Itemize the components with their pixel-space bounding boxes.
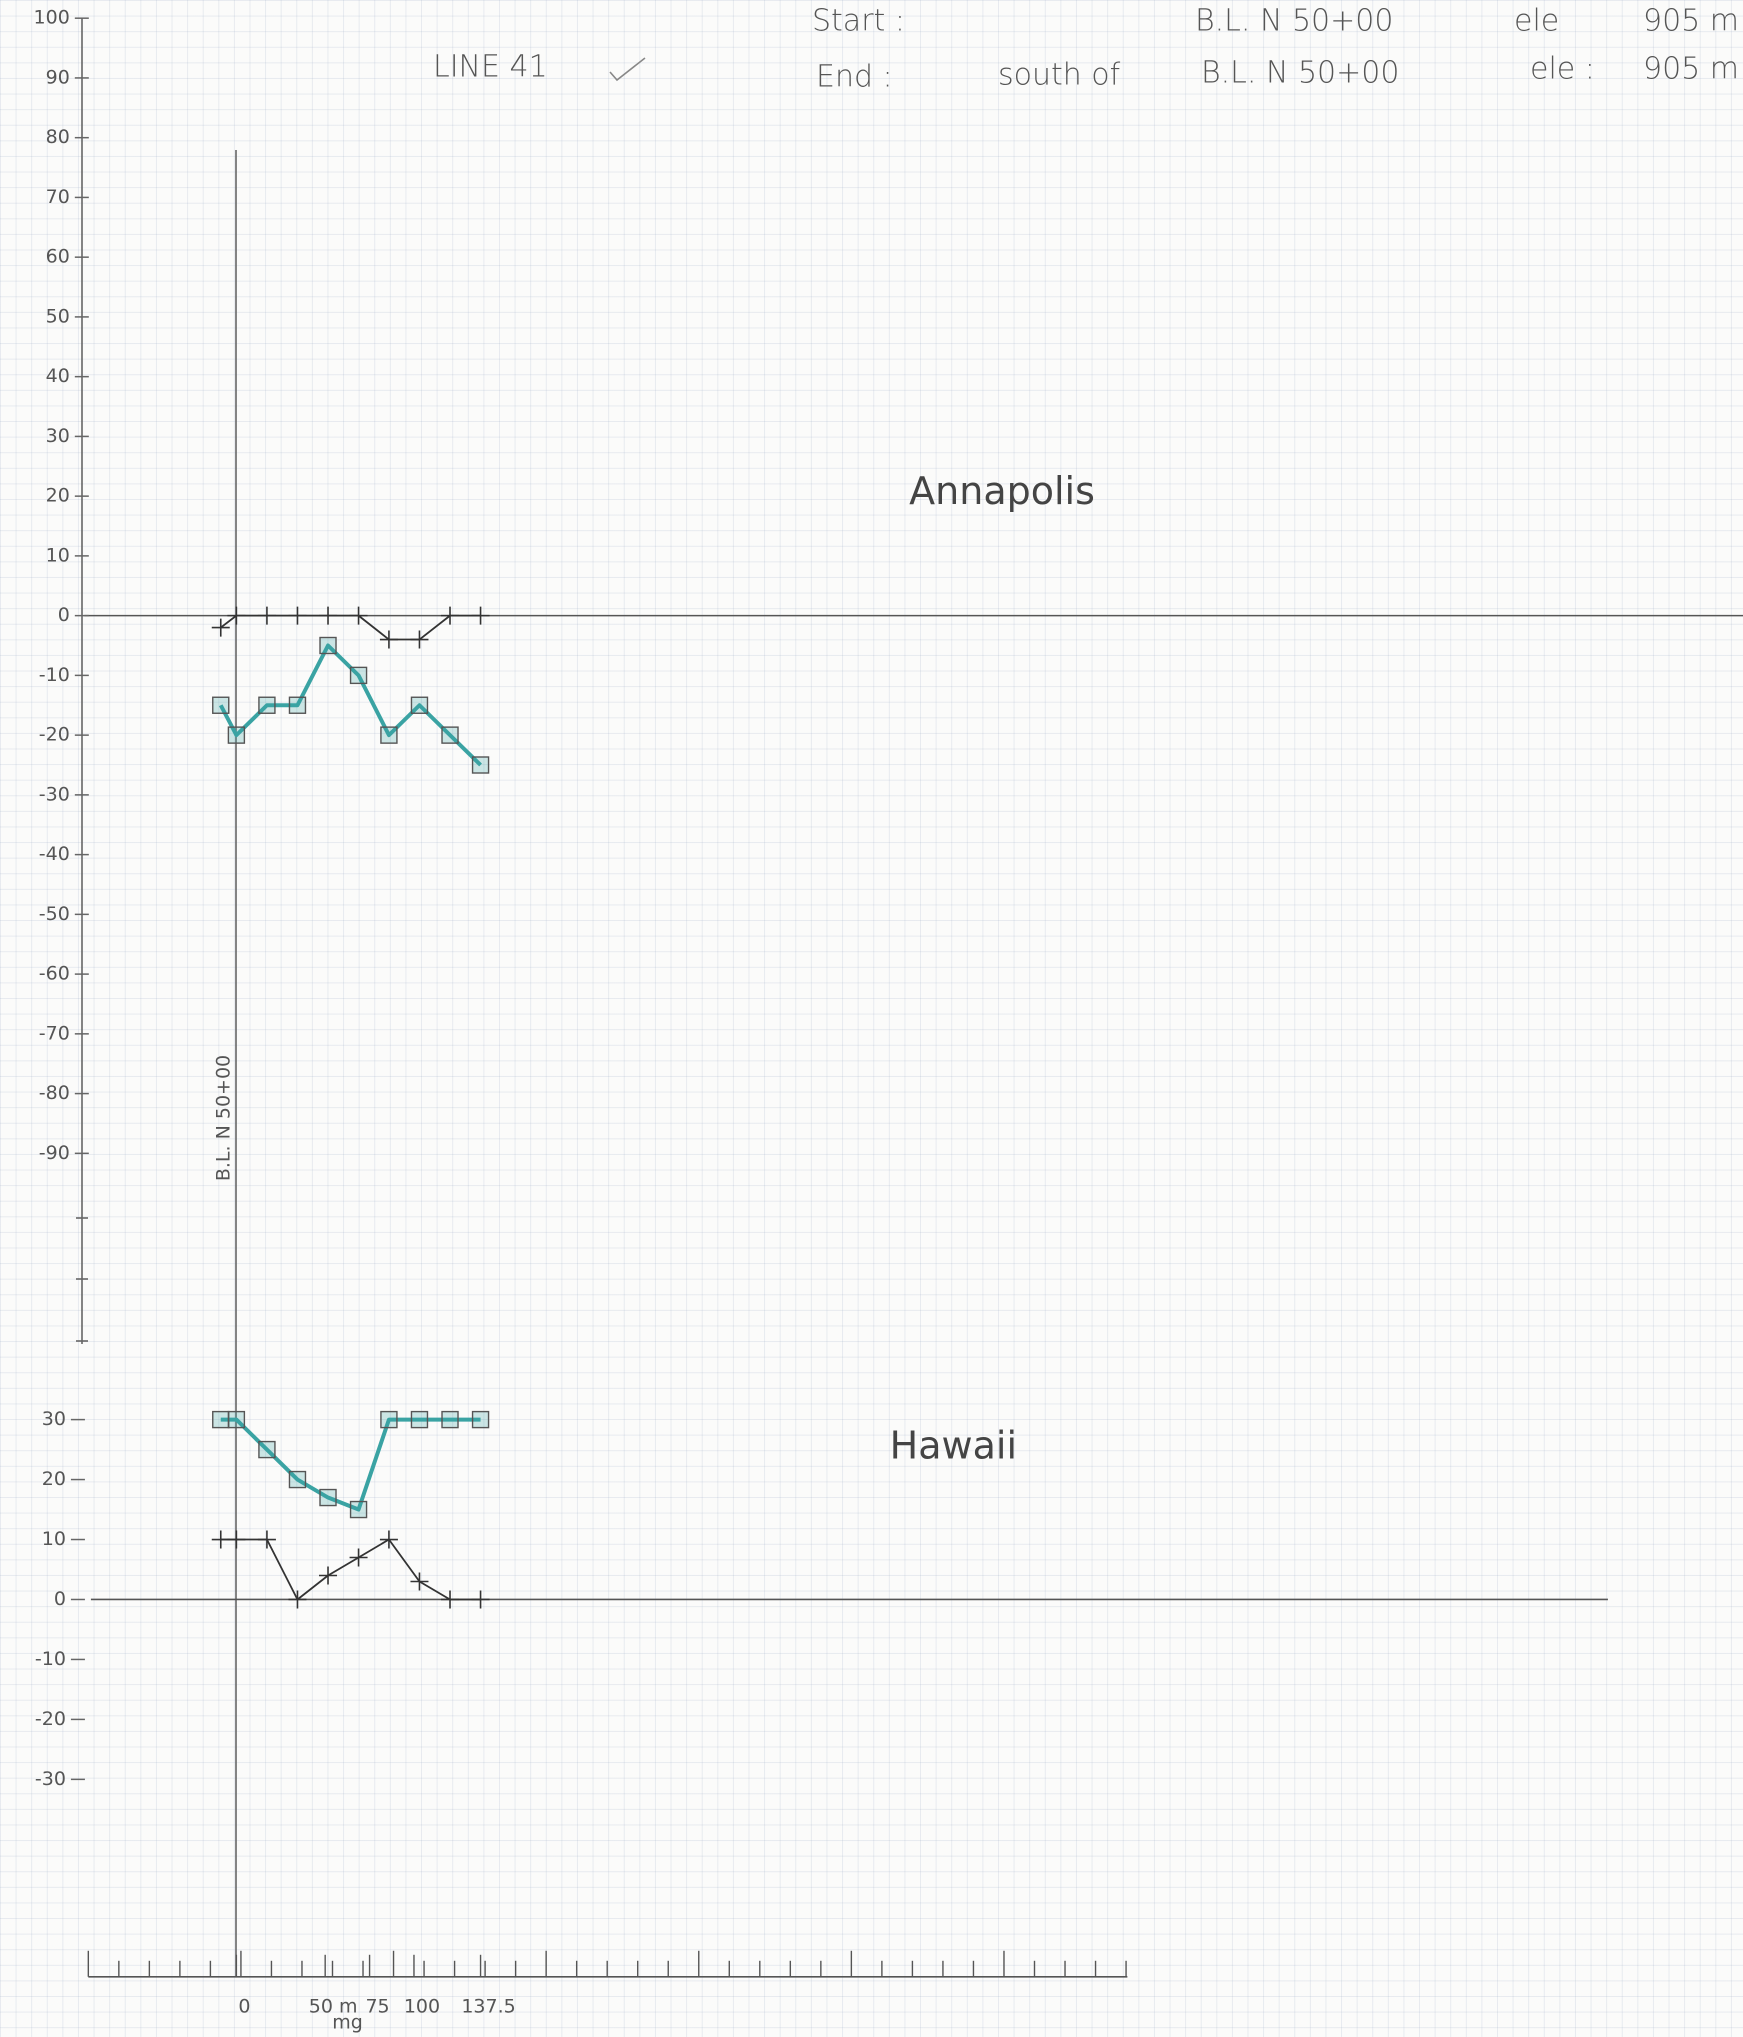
y-tick-label: 30 [46, 425, 70, 447]
marker [380, 726, 398, 744]
marker [410, 1572, 429, 1591]
marker [319, 1488, 337, 1507]
y-tick-label: -80 [39, 1082, 70, 1104]
series-line [220, 1538, 481, 1601]
marker [349, 666, 368, 685]
marker [380, 1410, 398, 1429]
start-ele-label: ele [1514, 4, 1559, 39]
panel-title: Annapolis [909, 469, 1095, 513]
decor [76, 18, 646, 1977]
marker [471, 756, 490, 774]
marker [441, 606, 460, 625]
marker [319, 1566, 338, 1585]
marker [410, 1410, 429, 1429]
end-location: B.L. N 50+00 [1201, 56, 1399, 91]
marker [288, 696, 307, 714]
start-ele: 905 m [1643, 4, 1739, 39]
marker [257, 606, 276, 625]
y-tick-label: -30 [35, 1768, 66, 1790]
marker [319, 636, 337, 655]
series-line [220, 1417, 481, 1512]
marker [258, 696, 276, 714]
marker [471, 606, 490, 625]
y-tick-label: 40 [46, 365, 70, 387]
y-tick-label: -20 [39, 724, 70, 746]
y-tick-label: -70 [39, 1022, 70, 1044]
start-location: B.L. N 50+00 [1195, 4, 1393, 39]
marker [227, 1410, 246, 1429]
x-tick-label: 137.5 [461, 1995, 515, 2017]
end-ele: 905 m [1643, 52, 1739, 87]
line-title: LINE 41 [433, 50, 548, 85]
y-tick-label: 60 [46, 246, 70, 268]
marker [212, 1410, 230, 1429]
y-tick-label: -60 [39, 963, 70, 985]
y-tick-label: 100 [34, 7, 70, 29]
panel-title: Hawaii [890, 1424, 1017, 1468]
baseline-label: B.L. N 50+00 [213, 1055, 235, 1181]
x-axis-label: mg [332, 2011, 363, 2033]
end-direction: south of [998, 58, 1121, 93]
x-tick-label: 100 [404, 1995, 440, 2017]
y-tick-label: 10 [42, 1528, 66, 1550]
marker [410, 630, 429, 649]
y-tick-label: -30 [39, 783, 70, 805]
marker [441, 1410, 459, 1429]
y-tick-label: -10 [35, 1648, 66, 1670]
marker [379, 630, 398, 649]
y-tick-label: -90 [39, 1142, 70, 1164]
check-mark [609, 57, 646, 82]
y-tick-label: -10 [39, 664, 70, 686]
marker [410, 696, 429, 714]
x-tick-label: 50 m [309, 1995, 358, 2017]
y-tick-label: 80 [46, 126, 70, 148]
y-tick-label: -50 [39, 903, 70, 925]
marker [227, 726, 246, 744]
marker [211, 1530, 230, 1549]
y-tick-label: 0 [58, 604, 70, 626]
y-tick-label: 20 [46, 485, 70, 507]
marker [212, 696, 230, 714]
y-tick-label: 90 [46, 66, 70, 88]
marker [349, 1500, 368, 1519]
y-tick-label: -20 [35, 1708, 66, 1730]
x-tick-label: 75 [365, 1995, 389, 2017]
marker [349, 1548, 368, 1567]
start-label: Start : [812, 4, 905, 39]
marker [288, 606, 307, 625]
y-tick-label: -40 [39, 843, 70, 865]
y-tick-label: 0 [54, 1588, 66, 1610]
marker [471, 1410, 490, 1429]
y-tick-label: 20 [42, 1468, 66, 1490]
marker [441, 1590, 460, 1609]
y-tick-label: 10 [46, 544, 70, 566]
end-label: End : [816, 60, 893, 95]
marker [379, 1530, 398, 1549]
marker [319, 606, 338, 625]
y-tick-label: 50 [46, 305, 70, 327]
series-line [218, 643, 482, 767]
end-ele-label: ele : [1530, 52, 1595, 87]
marker [288, 1470, 307, 1489]
marker [227, 1530, 246, 1549]
marker [211, 618, 230, 637]
x-tick-label: 0 [238, 1995, 250, 2017]
marker [258, 1440, 276, 1459]
series-line [220, 614, 481, 641]
marker [288, 1590, 307, 1609]
marker [227, 606, 246, 625]
marker [441, 726, 459, 744]
y-tick-label: 30 [42, 1408, 66, 1430]
marker [257, 1530, 276, 1549]
marker [349, 606, 368, 625]
marker [471, 1590, 490, 1609]
y-tick-label: 70 [46, 186, 70, 208]
